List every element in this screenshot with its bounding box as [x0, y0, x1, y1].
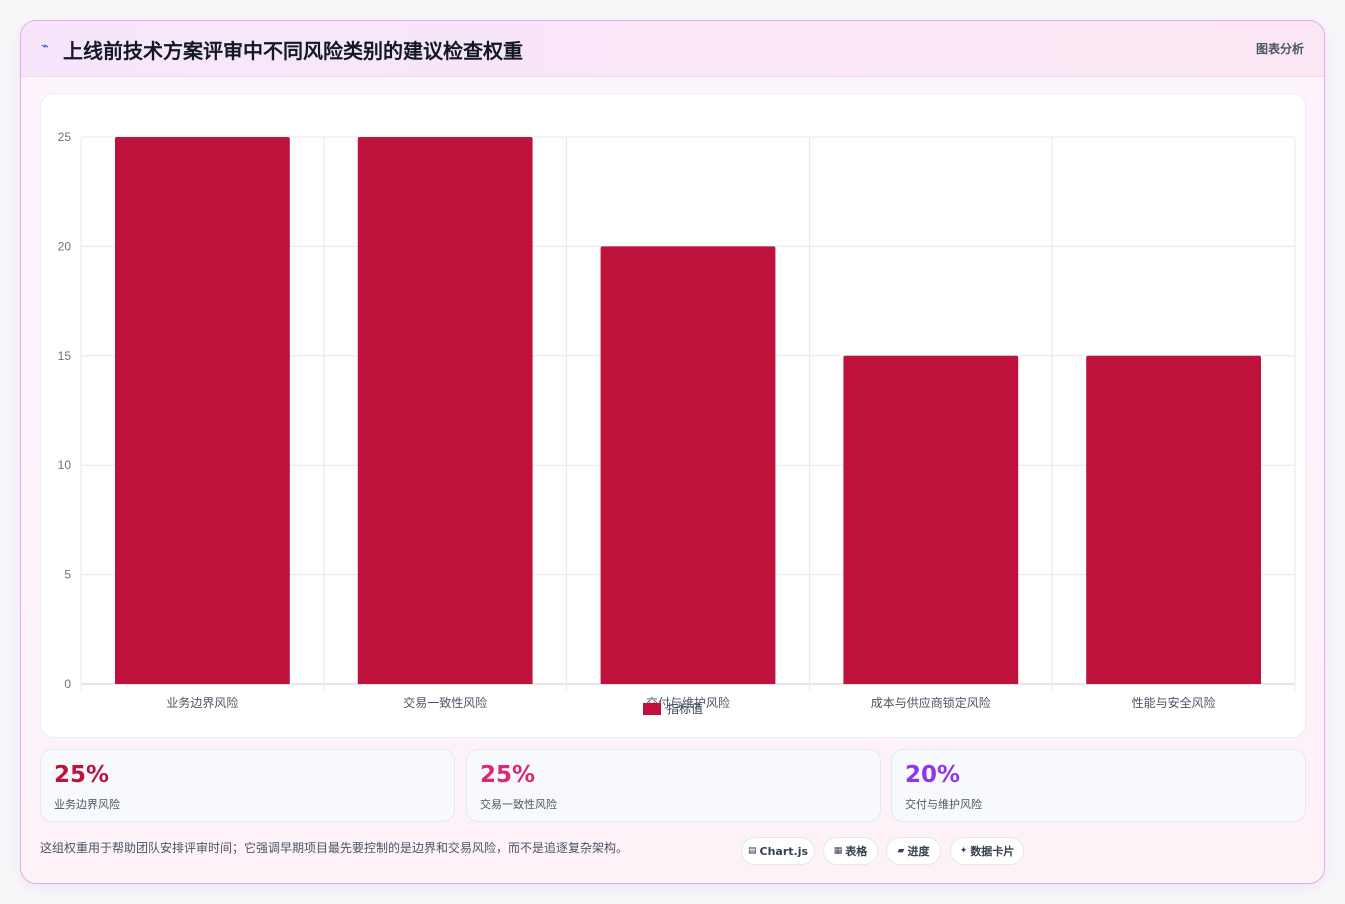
- pill-label: Chart.js: [759, 844, 809, 858]
- y-tick-label: 0: [64, 677, 71, 691]
- card-header: ⌁ 上线前技术方案评审中不同风险类别的建议检查权重 图表分析: [21, 21, 1324, 77]
- pill-data-card[interactable]: ✦ 数据卡片: [950, 837, 1024, 865]
- bar: [114, 137, 290, 684]
- stat-card-transaction: 25% 交易一致性风险: [466, 749, 881, 822]
- bar: [1086, 355, 1262, 684]
- pill-label: 表格: [845, 845, 868, 858]
- y-tick-label: 5: [64, 568, 71, 582]
- x-tick-label: 性能与安全风险: [1132, 695, 1216, 710]
- chart-card: ⌁ 上线前技术方案评审中不同风险类别的建议检查权重 图表分析 0 5 10 15 20 2…: [20, 20, 1325, 884]
- pill-chartjs[interactable]: ▤ Chart.js: [741, 837, 815, 865]
- pill-label: 进度: [907, 845, 930, 858]
- chart-title: 上线前技术方案评审中不同风险类别的建议检查权重: [63, 39, 523, 63]
- legend-label: 指标值: [667, 701, 703, 716]
- y-tick-label: 10: [58, 458, 72, 472]
- y-tick-label: 25: [58, 130, 72, 144]
- y-tick-label: 15: [58, 349, 72, 363]
- chart-panel: 0 5 10 15 20 25 业务边界风险 交易一致性风险 交付与维护风险 成本与供应商锁定风险…: [40, 93, 1306, 738]
- progress-icon: ▰: [897, 846, 905, 856]
- pill-label: 数据卡片: [970, 845, 1015, 858]
- pill-progress[interactable]: ▰ 进度: [886, 837, 941, 865]
- stat-label: 业务边界风险: [54, 798, 120, 811]
- legend-swatch: [643, 703, 661, 715]
- x-tick-label: 交付与维护风险: [646, 695, 730, 710]
- bar: [357, 137, 533, 684]
- stat-card-boundary: 25% 业务边界风险: [40, 749, 455, 822]
- table-icon: ▦: [833, 846, 843, 856]
- stat-value: 25%: [480, 762, 536, 788]
- stat-card-delivery: 20% 交付与维护风险: [891, 749, 1306, 822]
- bar: [600, 246, 776, 684]
- bar-chart: 0 5 10 15 20 25 业务边界风险 交易一致性风险 交付与维护风险 成本与供应商锁定风险…: [58, 130, 1296, 716]
- chart-icon: ▤: [747, 846, 757, 856]
- x-tick-label: 成本与供应商锁定风险: [871, 695, 991, 710]
- stat-label: 交付与维护风险: [905, 798, 982, 811]
- x-tick-label: 交易一致性风险: [403, 695, 487, 710]
- stat-label: 交易一致性风险: [480, 798, 557, 811]
- pill-table[interactable]: ▦ 表格: [823, 837, 878, 865]
- stat-value: 25%: [54, 762, 110, 788]
- x-tick-label: 业务边界风险: [166, 695, 238, 710]
- sparkle-icon: ✦: [959, 846, 968, 856]
- chart-analysis-tag: 图表分析: [1255, 42, 1304, 56]
- bar: [843, 355, 1019, 684]
- trend-line-icon: ⌁: [41, 39, 49, 54]
- y-tick-label: 20: [58, 239, 72, 253]
- footnote: 这组权重用于帮助团队安排评审时间；它强调早期项目最先要控制的是边界和交易风险，而…: [40, 841, 629, 855]
- stat-value: 20%: [905, 762, 961, 788]
